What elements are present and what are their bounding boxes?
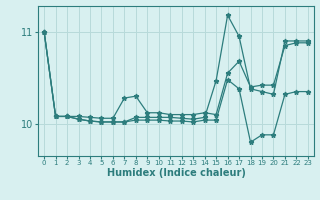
X-axis label: Humidex (Indice chaleur): Humidex (Indice chaleur) (107, 168, 245, 178)
